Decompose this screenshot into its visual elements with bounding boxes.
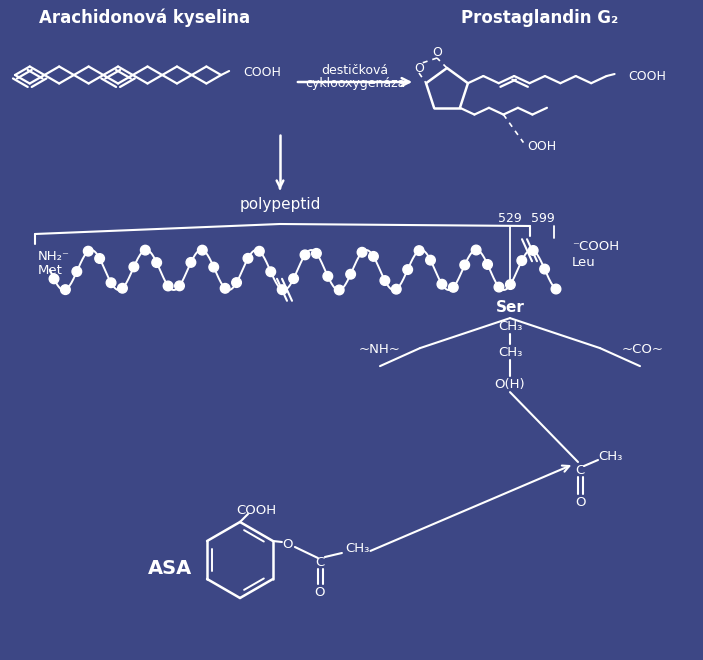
Text: C: C	[315, 556, 325, 568]
Circle shape	[311, 249, 321, 258]
Circle shape	[84, 246, 93, 256]
Text: O(H): O(H)	[495, 378, 525, 391]
Circle shape	[529, 246, 538, 255]
Circle shape	[517, 256, 527, 265]
Text: O: O	[414, 61, 424, 75]
Text: ASA: ASA	[148, 558, 192, 578]
Circle shape	[129, 262, 138, 272]
Circle shape	[300, 250, 310, 259]
Circle shape	[460, 260, 470, 270]
Circle shape	[380, 276, 389, 285]
Circle shape	[232, 278, 241, 287]
Circle shape	[540, 264, 549, 274]
Text: COOH: COOH	[243, 67, 281, 79]
Text: O: O	[432, 46, 442, 59]
Circle shape	[551, 284, 561, 294]
Text: NH₂⁻: NH₂⁻	[38, 249, 70, 263]
Text: 529: 529	[498, 213, 522, 226]
Circle shape	[254, 246, 264, 256]
Text: Leu: Leu	[572, 255, 595, 269]
Circle shape	[106, 278, 116, 288]
Circle shape	[403, 265, 413, 275]
Circle shape	[368, 251, 378, 261]
Text: Ser: Ser	[496, 300, 524, 315]
Text: COOH: COOH	[628, 69, 666, 82]
Text: CH₃: CH₃	[498, 346, 522, 358]
Text: CH₃: CH₃	[498, 319, 522, 333]
Circle shape	[117, 283, 127, 293]
Circle shape	[163, 281, 173, 291]
Text: 599: 599	[531, 213, 555, 226]
Circle shape	[414, 246, 424, 255]
Text: C: C	[575, 463, 585, 477]
Text: polypeptid: polypeptid	[239, 197, 321, 211]
Circle shape	[449, 282, 458, 292]
Text: COOH: COOH	[236, 504, 276, 517]
Text: OOH: OOH	[527, 140, 556, 153]
Circle shape	[209, 262, 219, 272]
Text: ~NH~: ~NH~	[358, 343, 400, 356]
Circle shape	[72, 267, 82, 277]
Circle shape	[49, 274, 59, 284]
Circle shape	[95, 253, 105, 263]
Circle shape	[357, 248, 367, 257]
Text: destičková: destičková	[321, 63, 389, 77]
Circle shape	[494, 282, 504, 292]
Text: Met: Met	[38, 263, 63, 277]
Circle shape	[60, 285, 70, 294]
Circle shape	[323, 271, 333, 281]
Text: Arachidonová kyselina: Arachidonová kyselina	[39, 9, 250, 27]
Circle shape	[141, 246, 150, 255]
Circle shape	[426, 255, 435, 265]
Text: O: O	[283, 537, 293, 550]
Text: ⁻COOH: ⁻COOH	[572, 240, 619, 253]
Circle shape	[346, 269, 356, 279]
Circle shape	[198, 246, 207, 255]
Text: CH₃: CH₃	[598, 449, 622, 463]
Text: Prostaglandin G₂: Prostaglandin G₂	[461, 9, 619, 27]
Circle shape	[437, 279, 446, 289]
Circle shape	[220, 284, 230, 293]
Circle shape	[266, 267, 276, 277]
Circle shape	[392, 284, 401, 294]
Text: cyklooxygenáza: cyklooxygenáza	[305, 77, 405, 90]
Circle shape	[175, 281, 184, 290]
Circle shape	[278, 285, 287, 294]
Circle shape	[471, 246, 481, 255]
Circle shape	[335, 285, 344, 295]
Circle shape	[289, 274, 298, 283]
Circle shape	[243, 253, 253, 263]
Circle shape	[505, 280, 515, 289]
Text: ~CO~: ~CO~	[622, 343, 664, 356]
Text: O: O	[315, 585, 325, 599]
Text: O: O	[575, 496, 586, 508]
Circle shape	[483, 259, 492, 269]
Text: CH₃: CH₃	[346, 541, 370, 554]
Circle shape	[186, 257, 195, 267]
Circle shape	[152, 258, 162, 267]
